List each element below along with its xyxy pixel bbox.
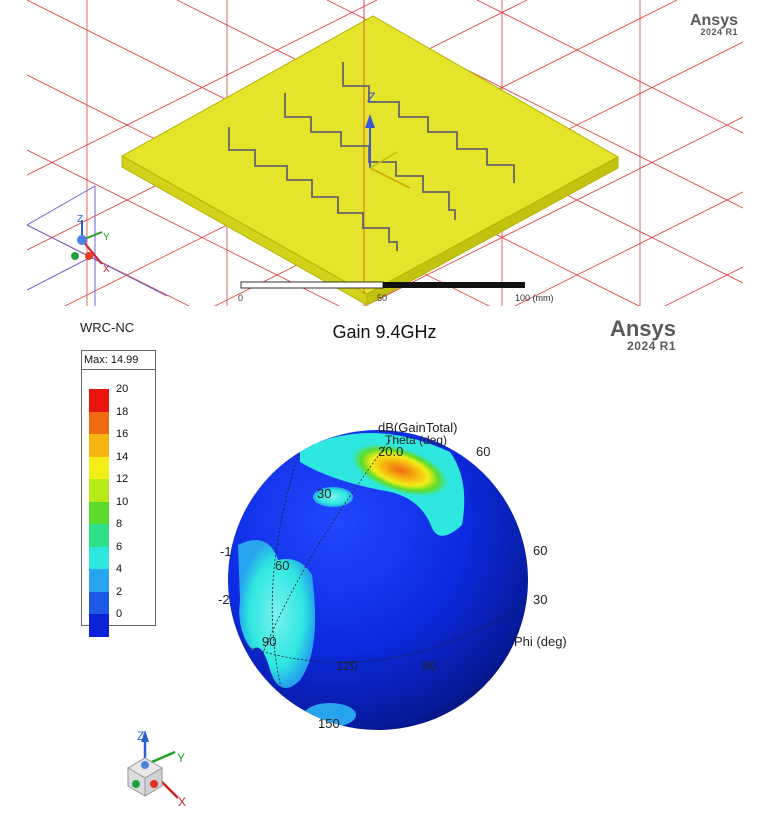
antenna-model-viewport[interactable]: Z Z Y X 0 50 100 (mm) Ansys 2024 R1 [27, 0, 743, 306]
model-canvas: Z Z Y X 0 50 100 (mm) [27, 0, 743, 306]
legend-item: 2 [89, 586, 149, 615]
top-triad-y: Y [103, 232, 110, 243]
legend-item: 0 [89, 608, 149, 637]
scale-tick-50: 50 [377, 293, 387, 303]
angle-120-label: 120 [336, 658, 358, 673]
legend-swatch [89, 389, 109, 412]
angle-30-cap: 30 [317, 486, 331, 501]
zigzag-conductors [228, 62, 515, 251]
legend-swatch [89, 569, 109, 592]
legend-label: 16 [116, 428, 129, 440]
legend-swatch [89, 479, 109, 502]
legend-item: 14 [89, 451, 149, 480]
z-axis-arrow [365, 114, 411, 189]
lower-grid [27, 185, 168, 306]
legend-item: 12 [89, 473, 149, 502]
scale-tick-0: 0 [238, 293, 243, 303]
bottom-triad-y: Y [177, 751, 185, 765]
legend-swatch [89, 614, 109, 637]
gain-hotspots [238, 432, 465, 727]
angle-60-top: 60 [476, 444, 490, 459]
plot-title: Gain 9.4GHz [332, 322, 437, 342]
angle-150-label: 150 [318, 716, 340, 731]
legend-label: 4 [116, 563, 123, 575]
ansys-logo-top: Ansys 2024 R1 [658, 12, 738, 37]
angle-30-right: 30 [533, 592, 547, 607]
scale-bar [240, 281, 525, 289]
quantity-label: dB(GainTotal) [378, 420, 457, 435]
legend-item: 20 [89, 383, 149, 412]
theta-60-label: 60 [275, 558, 289, 573]
top-triad-z: Z [77, 214, 83, 225]
legend-swatch [89, 411, 109, 435]
legend-item: 16 [89, 428, 149, 457]
legend-item: 6 [89, 541, 149, 570]
legend-swatch [89, 546, 109, 570]
z-axis-label: Z [367, 89, 376, 105]
legend-swatch [89, 524, 109, 547]
legend-label: 20 [116, 383, 129, 395]
top-triad-x: X [103, 264, 110, 275]
legend-label: 10 [116, 495, 129, 508]
bottom-triad-icon [127, 730, 179, 799]
legend-label: 8 [116, 518, 123, 530]
angle-60-right: 60 [533, 543, 547, 558]
legend-item: 18 [89, 406, 149, 435]
legend-swatch [89, 456, 109, 480]
top-triad-icon [71, 220, 103, 265]
legend-label: 6 [116, 540, 123, 553]
neg2-label: -2 [218, 592, 230, 607]
angle-90-left: 90 [262, 634, 276, 649]
legend-label: 12 [116, 473, 129, 485]
legend-item: 4 [89, 563, 149, 592]
theta-label: Theta (deg) [385, 433, 447, 447]
ansys-logo-bottom-version: 2024 R1 [627, 339, 676, 353]
ansys-logo-top-word: Ansys [689, 12, 738, 29]
legend-label: 2 [116, 585, 123, 598]
phi-label: Phi (deg) [514, 634, 567, 649]
legend-item: 10 [89, 496, 149, 525]
ansys-logo-bottom: Ansys 2024 R1 [592, 316, 676, 353]
scale-tick-100: 100 (mm) [515, 293, 554, 303]
legend-swatch [89, 434, 109, 457]
legend-label: 14 [116, 450, 129, 463]
angle-90-mid: 90 [422, 658, 436, 673]
ansys-logo-top-version: 2024 R1 [700, 27, 738, 37]
legend-swatch [89, 591, 109, 615]
project-name: WRC-NC [80, 320, 135, 335]
r-value-label: 20.0 [378, 444, 403, 459]
bottom-triad-x: X [178, 795, 186, 809]
color-legend: Max: 14.99 20 18 16 14 12 10 8 6 4 2 0 [81, 350, 156, 637]
ansys-logo-bottom-word: Ansys [609, 316, 676, 341]
legend-item: 8 [89, 518, 149, 547]
sphere-gridlines [228, 439, 528, 721]
legend-max-value: Max: 14.99 [82, 351, 155, 370]
legend-label: 0 [116, 608, 123, 620]
legend-label: 18 [116, 405, 129, 418]
legend-swatch [89, 501, 109, 525]
neg1-label: -1 [220, 544, 232, 559]
bottom-triad-z: Z [137, 729, 144, 743]
